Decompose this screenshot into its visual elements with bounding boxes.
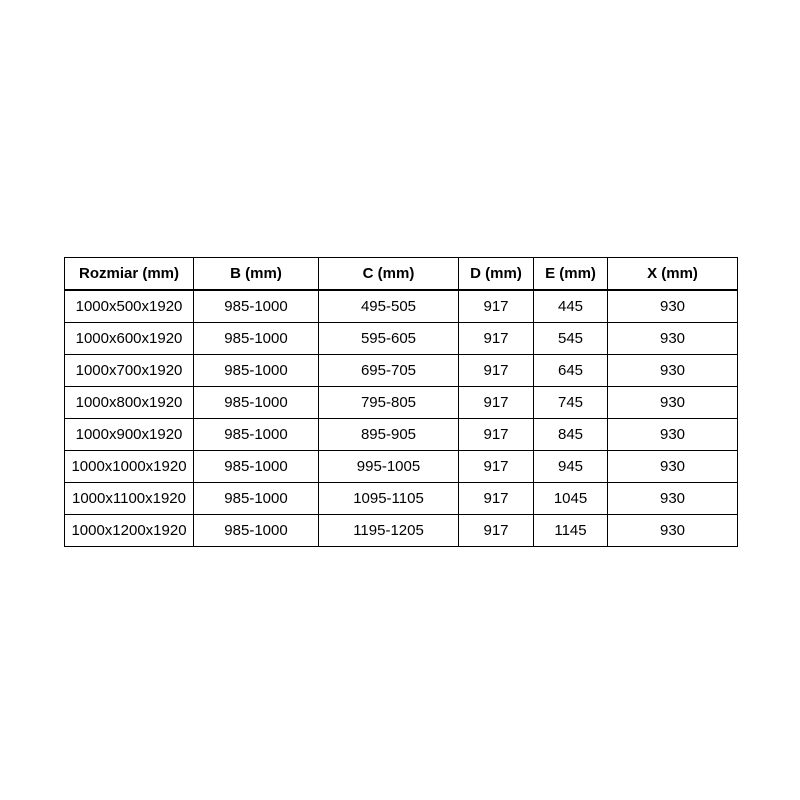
header-cell: X (mm) (607, 257, 738, 291)
table-cell: 995-1005 (318, 450, 459, 483)
table-cell: 545 (533, 322, 608, 355)
table-cell: 1000x900x1920 (64, 418, 194, 451)
table-cell: 917 (458, 418, 534, 451)
table-cell: 985-1000 (193, 322, 319, 355)
table-row: 1000x500x1920 985-1000 495-505 917 445 930 (64, 289, 738, 323)
table-cell: 595-605 (318, 322, 459, 355)
table-cell: 1000x800x1920 (64, 386, 194, 419)
table-row: 1000x800x1920 985-1000 795-805 917 745 930 (64, 386, 738, 419)
size-table: Rozmiar (mm) B (mm) C (mm) D (mm) E (mm) X (m… (64, 257, 738, 547)
table-cell: 1095-1105 (318, 482, 459, 515)
table-cell: 917 (458, 354, 534, 387)
header-cell: D (mm) (458, 257, 534, 291)
header-cell: B (mm) (193, 257, 319, 291)
table-cell: 930 (607, 514, 738, 547)
size-table-body: 1000x500x1920 985-1000 495-505 917 445 930 100… (64, 289, 738, 547)
table-cell: 1000x700x1920 (64, 354, 194, 387)
table-cell: 917 (458, 482, 534, 515)
table-cell: 985-1000 (193, 354, 319, 387)
table-cell: 1000x600x1920 (64, 322, 194, 355)
table-cell: 1000x1000x1920 (64, 450, 194, 483)
table-cell: 985-1000 (193, 418, 319, 451)
table-cell: 895-905 (318, 418, 459, 451)
table-row: 1000x900x1920 985-1000 895-905 917 845 930 (64, 418, 738, 451)
table-cell: 985-1000 (193, 514, 319, 547)
table-cell: 985-1000 (193, 386, 319, 419)
table-cell: 917 (458, 386, 534, 419)
table-cell: 930 (607, 418, 738, 451)
table-cell: 945 (533, 450, 608, 483)
table-cell: 1000x1200x1920 (64, 514, 194, 547)
table-cell: 695-705 (318, 354, 459, 387)
table-cell: 917 (458, 322, 534, 355)
table-cell: 795-805 (318, 386, 459, 419)
table-row: 1000x1000x1920 985-1000 995-1005 917 945 930 (64, 450, 738, 483)
table-cell: 745 (533, 386, 608, 419)
table-cell: 930 (607, 289, 738, 323)
table-row: 1000x1200x1920 985-1000 1195-1205 917 1145 93… (64, 514, 738, 547)
table-cell: 1000x500x1920 (64, 289, 194, 323)
table-cell: 930 (607, 450, 738, 483)
table-cell: 930 (607, 482, 738, 515)
table-cell: 1000x1100x1920 (64, 482, 194, 515)
table-row: 1000x1100x1920 985-1000 1095-1105 917 1045 93… (64, 482, 738, 515)
header-row: Rozmiar (mm) B (mm) C (mm) D (mm) E (mm) X (m… (64, 257, 738, 291)
table-cell: 495-505 (318, 289, 459, 323)
table-cell: 930 (607, 386, 738, 419)
header-cell: Rozmiar (mm) (64, 257, 194, 291)
table-cell: 1045 (533, 482, 608, 515)
table-row: 1000x700x1920 985-1000 695-705 917 645 930 (64, 354, 738, 387)
table-cell: 985-1000 (193, 289, 319, 323)
table-cell: 917 (458, 514, 534, 547)
table-cell: 645 (533, 354, 608, 387)
table-cell: 930 (607, 354, 738, 387)
table-cell: 1145 (533, 514, 608, 547)
table-row: 1000x600x1920 985-1000 595-605 917 545 930 (64, 322, 738, 355)
table-cell: 917 (458, 289, 534, 323)
table-cell: 930 (607, 322, 738, 355)
table-cell: 917 (458, 450, 534, 483)
table-cell: 845 (533, 418, 608, 451)
header-cell: C (mm) (318, 257, 459, 291)
table-cell: 1195-1205 (318, 514, 459, 547)
table-cell: 985-1000 (193, 450, 319, 483)
table-cell: 445 (533, 289, 608, 323)
table-cell: 985-1000 (193, 482, 319, 515)
header-cell: E (mm) (533, 257, 608, 291)
